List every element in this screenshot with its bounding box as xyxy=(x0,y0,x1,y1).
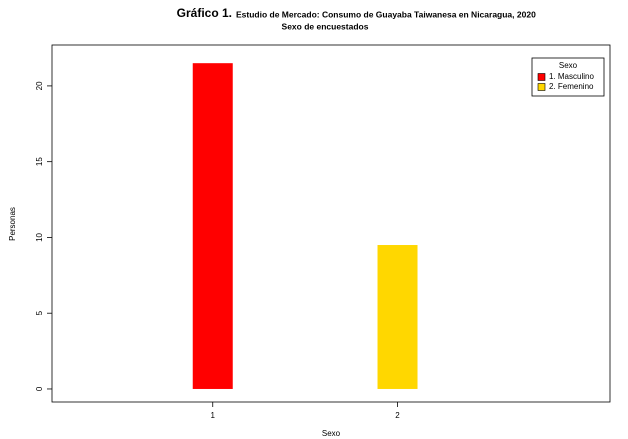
plot-frame xyxy=(51,44,611,403)
chart-title-prefix: Gráfico 1. xyxy=(177,6,232,20)
legend-swatch xyxy=(537,83,546,91)
x-tick-label: 1 xyxy=(211,411,216,420)
chart-subtitle: Sexo de encuestados xyxy=(282,21,369,31)
bar xyxy=(377,245,418,389)
y-tick-label: 15 xyxy=(35,157,44,166)
legend-label: 1. Masculino xyxy=(549,72,594,81)
x-axis-label: Sexo xyxy=(322,429,341,438)
y-tick-label: 5 xyxy=(35,310,44,315)
y-axis-label: Personas xyxy=(8,207,17,241)
x-tick-label: 2 xyxy=(395,411,400,420)
y-tick-label: 20 xyxy=(35,81,44,90)
chart-title: Estudio de Mercado: Consumo de Guayaba T… xyxy=(236,9,536,19)
legend-swatch xyxy=(537,73,546,81)
legend-label: 2. Femenino xyxy=(549,82,594,91)
y-tick-label: 0 xyxy=(35,386,44,391)
y-tick-label: 10 xyxy=(35,232,44,241)
bar xyxy=(192,63,233,389)
legend-title: Sexo xyxy=(559,61,578,70)
